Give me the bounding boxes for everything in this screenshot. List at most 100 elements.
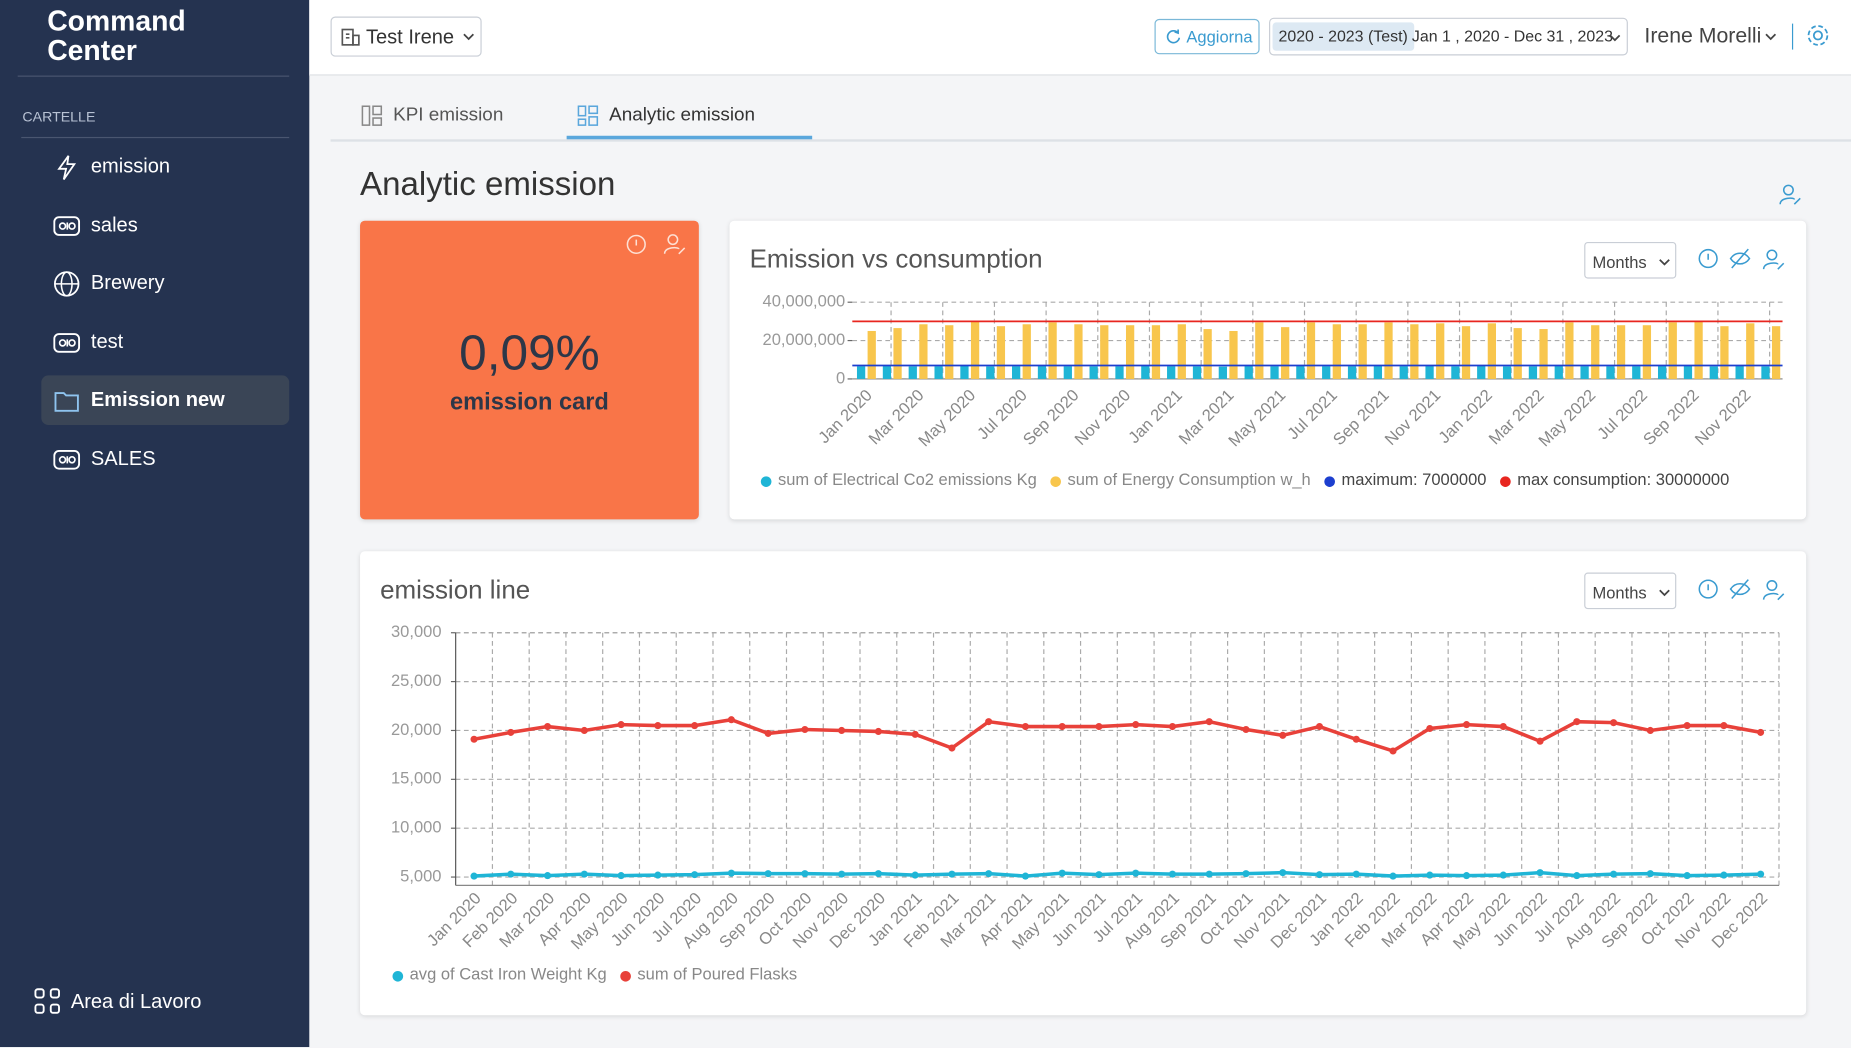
bar xyxy=(1606,366,1615,379)
legend-label: avg of Cast Iron Weight Kg xyxy=(410,964,607,983)
bar xyxy=(996,326,1006,379)
hide-icon[interactable] xyxy=(1729,579,1751,600)
chevron xyxy=(1609,34,1621,42)
nav-item[interactable]: SALES xyxy=(41,434,289,484)
bar xyxy=(1746,323,1755,379)
legend-swatch xyxy=(392,970,404,982)
legend-label: maximum: 7000000 xyxy=(1341,470,1486,489)
bar xyxy=(1410,324,1419,379)
edit-permissions-icon[interactable] xyxy=(1779,183,1803,207)
point xyxy=(1315,871,1324,879)
y-tick-label: 5,000 xyxy=(400,866,441,885)
granularity-select[interactable]: Months xyxy=(1584,572,1677,610)
user-name[interactable]: Irene Morelli xyxy=(1644,23,1762,48)
series-line xyxy=(473,870,1761,878)
bar xyxy=(1048,322,1057,379)
bar xyxy=(960,365,969,379)
bar xyxy=(1358,324,1367,379)
workspace-select[interactable]: Test Irene xyxy=(330,16,482,57)
bar xyxy=(1192,366,1202,379)
point xyxy=(1352,870,1360,878)
legend-swatch xyxy=(620,970,631,982)
point xyxy=(801,870,809,878)
period-range: Jan 1 , 2020 - Dec 31 , 2023 xyxy=(1411,27,1613,45)
point xyxy=(727,869,735,877)
page-title: Analytic emission xyxy=(360,165,616,202)
point xyxy=(1021,872,1029,880)
point xyxy=(1683,872,1691,880)
period-select[interactable]: 2020 - 2023 (Test) Jan 1 , 2020 - Dec 31… xyxy=(1269,17,1628,56)
refresh-button[interactable]: Aggiorna xyxy=(1154,18,1260,55)
point xyxy=(1389,747,1397,755)
nav-icon xyxy=(57,155,77,180)
point xyxy=(1168,723,1177,731)
tab-active[interactable]: Analytic emission xyxy=(609,105,756,126)
bar xyxy=(1771,326,1781,379)
legend-label: sum of Electrical Co2 emissions Kg xyxy=(778,470,1037,489)
nav-item[interactable]: emission xyxy=(41,142,289,192)
edit-permissions-icon[interactable] xyxy=(663,233,687,257)
nav-item[interactable]: sales xyxy=(41,200,289,250)
nav-label: emission xyxy=(90,154,171,178)
x-tick-label: Nov 2020 xyxy=(1071,386,1134,449)
point xyxy=(1720,871,1728,879)
y-tick-label: 15,000 xyxy=(391,769,442,788)
point xyxy=(1462,721,1471,729)
edit-permissions-icon[interactable] xyxy=(1762,580,1785,601)
x-tick-label: May 2020 xyxy=(914,386,979,451)
point xyxy=(1095,723,1103,731)
point xyxy=(764,729,772,737)
bar xyxy=(1720,326,1729,379)
series-line xyxy=(473,717,1761,753)
bar xyxy=(1063,366,1072,379)
bar xyxy=(934,366,943,379)
point xyxy=(1242,870,1250,878)
divider xyxy=(17,75,290,77)
bar xyxy=(908,366,917,379)
settings-icon[interactable] xyxy=(1805,22,1831,48)
bar xyxy=(1461,326,1471,379)
point xyxy=(1132,869,1140,877)
y-tick-label: 0 xyxy=(836,368,845,387)
point xyxy=(1315,723,1324,731)
info-icon[interactable] xyxy=(626,234,647,255)
bar xyxy=(970,321,980,379)
bar xyxy=(1074,324,1083,379)
bar xyxy=(893,328,902,379)
bar xyxy=(945,325,954,379)
point xyxy=(1279,869,1287,877)
point xyxy=(1205,718,1213,726)
point xyxy=(1610,719,1618,727)
bar xyxy=(1384,322,1393,379)
tab[interactable]: KPI emission xyxy=(393,105,504,126)
nav-item[interactable]: test xyxy=(41,317,289,367)
point xyxy=(580,870,588,878)
bar xyxy=(1513,328,1522,379)
legend-swatch xyxy=(760,476,772,487)
point xyxy=(838,726,846,735)
point xyxy=(874,870,882,878)
nav-item[interactable]: Emission new xyxy=(41,375,290,426)
point xyxy=(1573,718,1581,726)
hide-icon[interactable] xyxy=(1729,248,1751,269)
chart-card: Months xyxy=(360,551,1807,1016)
info-icon[interactable] xyxy=(1698,248,1718,269)
point xyxy=(691,722,699,730)
workspace-icon xyxy=(34,988,60,1014)
nav-item[interactable]: Brewery xyxy=(41,259,289,309)
info-icon[interactable] xyxy=(1698,579,1718,599)
point xyxy=(1646,870,1654,878)
legend-label: sum of Poured Flasks xyxy=(637,964,797,983)
point xyxy=(1536,737,1544,745)
edit-permissions-icon[interactable] xyxy=(1762,249,1785,270)
bar xyxy=(1281,327,1290,379)
point xyxy=(1352,735,1360,743)
point xyxy=(1757,728,1765,736)
building-icon xyxy=(341,28,360,46)
point xyxy=(801,725,809,734)
point xyxy=(911,871,919,879)
point xyxy=(507,870,515,878)
app-title: Command Center xyxy=(47,5,186,68)
granularity-select[interactable]: Months xyxy=(1584,241,1677,279)
bar xyxy=(1022,324,1031,379)
